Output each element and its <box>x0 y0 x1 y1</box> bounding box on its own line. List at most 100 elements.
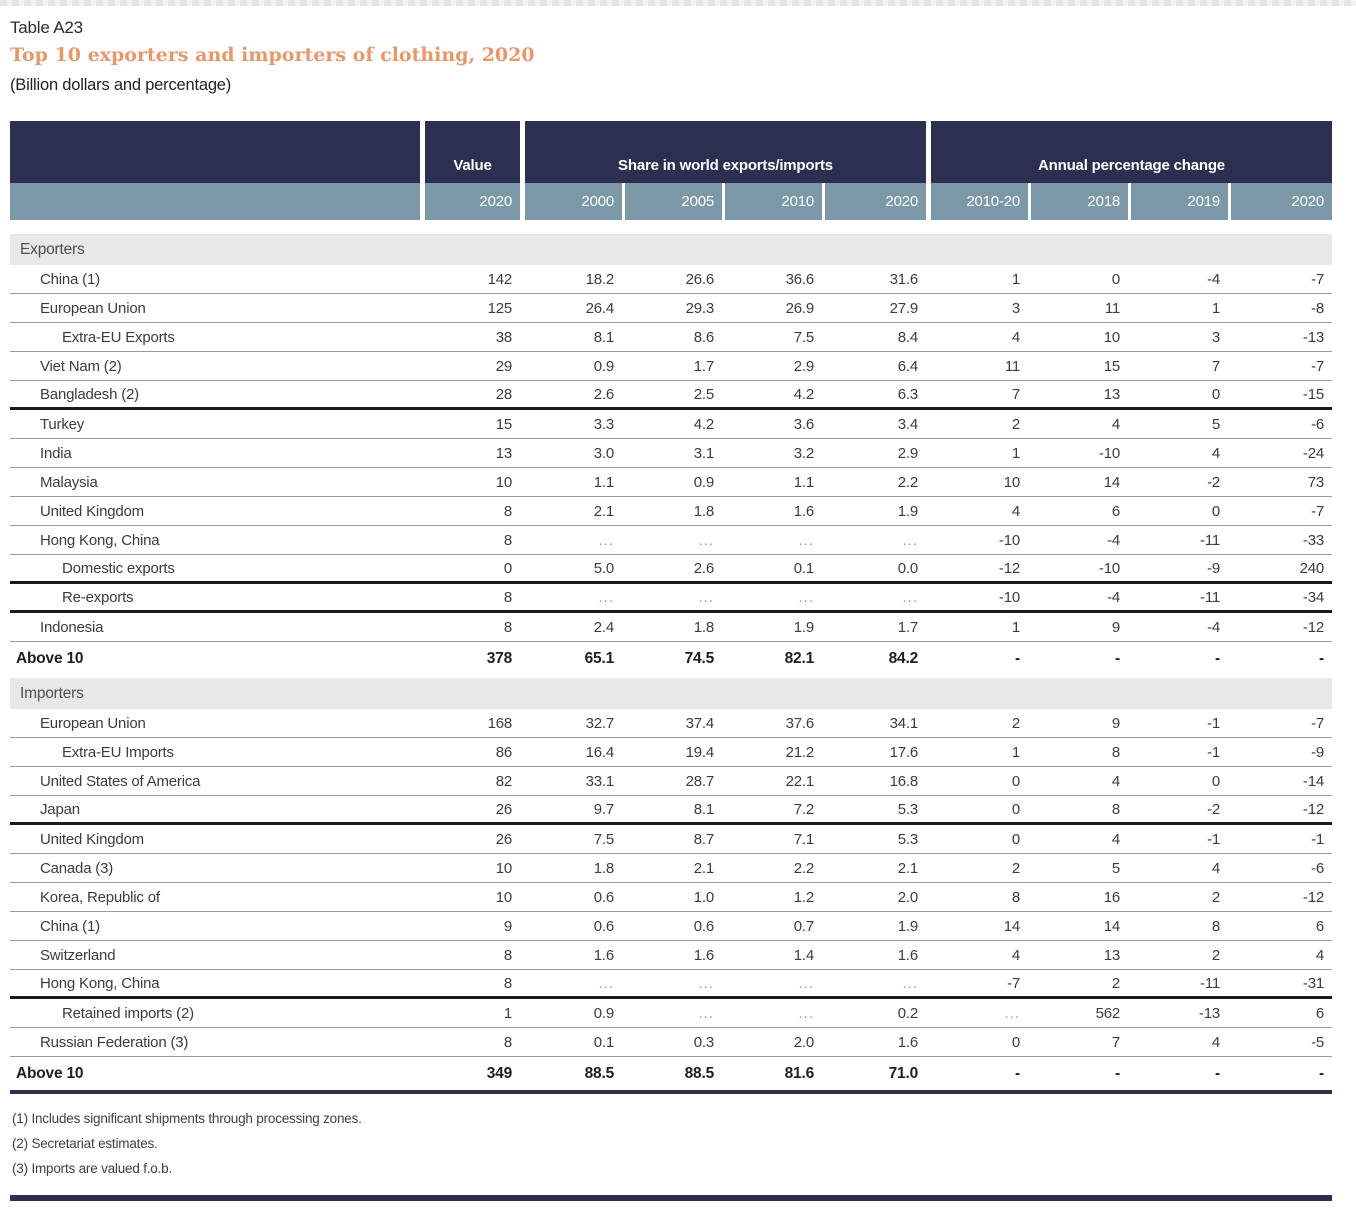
row-label: United Kingdom <box>40 502 144 520</box>
row-cell: -2 <box>1207 473 1220 491</box>
table-row: China (1) 142 18.2 26.6 36.6 31.6 1 0 -4… <box>10 265 1332 294</box>
table-row: United Kingdom 26 7.5 8.7 7.1 5.3 0 4 -1… <box>10 825 1332 854</box>
row-cell: 7 <box>1111 1033 1120 1051</box>
row-cell: 7.5 <box>793 328 814 346</box>
row-cell: 18.2 <box>585 270 615 288</box>
row-cell: -6 <box>1311 859 1324 877</box>
row-cell: 0.6 <box>593 917 614 935</box>
row-cell: 11 <box>1004 357 1020 375</box>
table-row: India 13 3.0 3.1 3.2 2.9 1 -10 4 -24 <box>10 439 1332 468</box>
row-cell: ... <box>598 588 614 606</box>
row-cell: -11 <box>1200 588 1220 606</box>
row-cell: 65.1 <box>584 649 615 667</box>
row-cell: 8 <box>1011 888 1020 906</box>
row-cell: 8.1 <box>693 800 714 818</box>
row-cell: 14 <box>1003 917 1020 935</box>
table-row: Domestic exports 0 5.0 2.6 0.1 0.0 -12 -… <box>10 555 1332 584</box>
row-label: United States of America <box>40 772 201 790</box>
table-row: Malaysia 10 1.1 0.9 1.1 2.2 10 14 -2 73 <box>10 468 1332 497</box>
row-cell: 10 <box>1103 328 1120 346</box>
row-label: Indonesia <box>40 618 104 636</box>
row-cell: 4 <box>1211 444 1220 462</box>
row-cell: -12 <box>1302 888 1324 906</box>
row-cell: 13 <box>495 444 512 462</box>
row-cell: ... <box>598 974 614 992</box>
table-row: Bangladesh (2) 28 2.6 2.5 4.2 6.3 7 13 0… <box>10 381 1332 410</box>
row-cell: -12 <box>1302 800 1324 818</box>
year-spacer-cell <box>10 183 420 220</box>
row-cell: 3.4 <box>897 415 918 433</box>
row-cell: 8 <box>1111 800 1120 818</box>
row-cell: 2.4 <box>593 618 614 636</box>
row-cell: 37.4 <box>685 714 715 732</box>
row-cell: 2 <box>1011 714 1020 732</box>
table-row: Korea, Republic of 10 0.6 1.0 1.2 2.0 8 … <box>10 883 1332 912</box>
row-cell: 1.7 <box>693 357 714 375</box>
row-cell: 4 <box>1111 772 1120 790</box>
row-cell: -9 <box>1207 559 1220 577</box>
year-share-2005: 2005 <box>622 183 722 220</box>
row-cell: 15 <box>1103 357 1120 375</box>
row-cell: 6 <box>1315 917 1324 935</box>
row-cell: 8.6 <box>693 328 714 346</box>
row-cell: 3.1 <box>693 444 714 462</box>
row-cell: 1 <box>1211 299 1220 317</box>
table-row: Turkey 15 3.3 4.2 3.6 3.4 2 4 5 -6 <box>10 410 1332 439</box>
row-cell: ... <box>698 1004 714 1022</box>
row-label: Extra-EU Imports <box>62 743 174 761</box>
row-cell: 4 <box>1211 1033 1220 1051</box>
row-cell: 1.6 <box>897 946 918 964</box>
year-annual-2020: 2020 <box>1228 183 1332 220</box>
row-cell: 1.9 <box>897 917 918 935</box>
row-label: Switzerland <box>40 946 116 964</box>
row-cell: 13 <box>1103 385 1120 403</box>
row-cell: 2 <box>1211 888 1220 906</box>
table-row: China (1) 9 0.6 0.6 0.7 1.9 14 14 8 6 <box>10 912 1332 941</box>
row-cell: 6.4 <box>897 357 918 375</box>
row-cell: -15 <box>1302 385 1324 403</box>
row-label: Hong Kong, China <box>40 974 160 992</box>
row-cell: - <box>1215 649 1220 667</box>
row-cell: 16.4 <box>585 743 615 761</box>
row-cell: 37.6 <box>785 714 815 732</box>
header-value-label: Value <box>420 121 520 183</box>
year-annual-2019: 2019 <box>1128 183 1228 220</box>
row-cell: 4 <box>1111 830 1120 848</box>
row-cell: -10 <box>1098 559 1120 577</box>
row-cell: ... <box>698 531 714 549</box>
row-cell: 1.2 <box>793 888 814 906</box>
row-cell: 142 <box>487 270 513 288</box>
row-cell: -4 <box>1107 531 1120 549</box>
table-row: Japan 26 9.7 8.1 7.2 5.3 0 8 -2 -12 <box>10 796 1332 825</box>
header-share-label: Share in world exports/imports <box>520 121 926 183</box>
row-cell: 2 <box>1011 415 1020 433</box>
row-cell: 1.6 <box>593 946 614 964</box>
row-cell: 26.9 <box>785 299 815 317</box>
title-block: Table A23 Top 10 exporters and importers… <box>10 6 1332 114</box>
row-cell: 168 <box>487 714 513 732</box>
row-cell: 8 <box>503 588 512 606</box>
row-cell: ... <box>798 1004 814 1022</box>
row-cell: 0 <box>1011 772 1020 790</box>
row-cell: -4 <box>1207 618 1220 636</box>
row-cell: 378 <box>486 649 512 667</box>
row-cell: 4 <box>1211 859 1220 877</box>
row-cell: 1.4 <box>793 946 814 964</box>
row-label: Viet Nam (2) <box>40 357 122 375</box>
row-cell: 5 <box>1111 859 1120 877</box>
row-cell: 1 <box>1011 743 1020 761</box>
row-cell: 28.7 <box>685 772 715 790</box>
row-cell: 8 <box>1111 743 1120 761</box>
row-cell: 0.9 <box>693 473 714 491</box>
row-cell: 16 <box>1103 888 1120 906</box>
row-cell: -24 <box>1302 444 1324 462</box>
row-cell: -12 <box>998 559 1020 577</box>
row-cell: 3 <box>1211 328 1220 346</box>
table-row: Re-exports 8 ... ... ... ... -10 -4 -11 … <box>10 584 1332 613</box>
row-cell: 8.4 <box>897 328 918 346</box>
row-cell: 7.1 <box>793 830 814 848</box>
row-cell: 0 <box>1211 772 1220 790</box>
row-cell: 2.1 <box>593 502 614 520</box>
row-cell: -4 <box>1107 588 1120 606</box>
row-cell: 2.1 <box>693 859 714 877</box>
